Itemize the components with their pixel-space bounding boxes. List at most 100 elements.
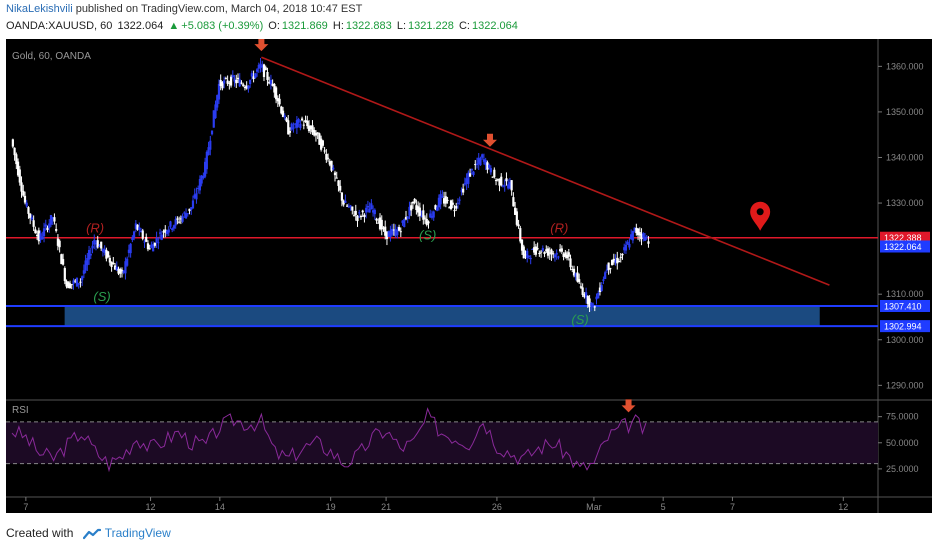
candle-body [559, 249, 562, 252]
candle-body [449, 200, 453, 210]
candle-body [363, 214, 366, 217]
candle-body [240, 82, 243, 84]
author-link[interactable]: NikaLekishvili [6, 3, 73, 15]
candle-body [562, 254, 565, 257]
candle-body [44, 224, 47, 227]
candle-body [176, 218, 179, 220]
candle-body [543, 252, 546, 254]
candle-body [23, 195, 27, 203]
candle-body [399, 231, 402, 233]
candle-body [209, 140, 212, 150]
candle-body [453, 210, 456, 212]
candle-body [647, 241, 650, 244]
candle-body [30, 217, 34, 220]
candle-body [604, 272, 607, 280]
candle-body [503, 185, 506, 187]
candle-body [250, 73, 253, 77]
candle-body [61, 259, 65, 265]
candle-body [557, 256, 560, 258]
candle-body [638, 232, 641, 236]
candle-body [333, 172, 337, 176]
candle-body [167, 229, 170, 233]
candle-body [640, 234, 643, 240]
candle-body [255, 69, 259, 72]
candle-body [403, 219, 406, 228]
resistance-label: (R) [550, 221, 568, 236]
candle-body [588, 298, 591, 307]
candle-body [139, 230, 143, 233]
price-label: 1307.410 [884, 301, 922, 311]
y-tick-label: 1360.000 [886, 61, 924, 71]
candle-body [520, 239, 524, 251]
candle-body [642, 233, 645, 238]
candle-body [514, 207, 517, 215]
candle-body [197, 187, 200, 189]
candle-body [224, 78, 227, 80]
candle-body [306, 120, 309, 127]
support-label: (S) [571, 312, 588, 327]
candle-body [191, 200, 195, 209]
candle-body [294, 123, 297, 125]
candle-body [444, 196, 447, 204]
candle-body [512, 197, 515, 207]
candle-body [280, 106, 283, 114]
candle-body [645, 236, 648, 238]
candle-body [340, 192, 344, 201]
candle-body [51, 217, 54, 219]
candle-body [216, 95, 219, 108]
candle-body [411, 201, 415, 204]
candle-body [458, 199, 461, 201]
candle-body [181, 216, 184, 222]
candle-body [538, 252, 541, 254]
candle-body [404, 216, 408, 220]
tradingview-link[interactable]: TradingView [104, 526, 171, 540]
candle-body [328, 161, 331, 165]
candle-body [437, 197, 441, 208]
candle-body [223, 80, 226, 84]
candle-body [496, 179, 499, 181]
candle-body [276, 98, 279, 102]
candle-body [55, 229, 58, 231]
candle-body [342, 200, 345, 205]
chart-area[interactable]: 1360.000 1350.000 1340.000 1330.000 1310.000… [6, 38, 932, 513]
candle-body [616, 257, 619, 264]
candle-body [527, 255, 531, 257]
candle-body [75, 277, 79, 287]
candle-body [281, 110, 285, 118]
chart-svg[interactable]: 1360.000 1350.000 1340.000 1330.000 1310.000… [6, 38, 932, 513]
candle-body [46, 227, 49, 231]
candle-body [541, 248, 544, 251]
candle-body [143, 241, 146, 243]
candle-body [569, 258, 572, 268]
candle-body [110, 261, 113, 268]
candle-body [359, 215, 363, 218]
candle-body [354, 210, 357, 216]
candle-body [463, 183, 466, 185]
symbol-bar: OANDA:XAUUSD, 60 1322.064 ▲ +5.083 (+0.39… [6, 20, 520, 32]
candle-body [131, 237, 134, 241]
candle-body [479, 158, 482, 166]
x-tick-label: 21 [381, 502, 391, 512]
candle-body [136, 224, 139, 230]
candle-body [491, 176, 494, 178]
candle-body [536, 248, 539, 250]
candle-body [278, 98, 281, 105]
candle-body [432, 211, 435, 218]
candle-body [235, 79, 238, 84]
candle-body [58, 240, 61, 248]
trendline [261, 56, 830, 286]
candle-body [313, 130, 316, 136]
up-arrow-icon: ▲ [168, 20, 180, 32]
candle-body [81, 276, 84, 281]
candle-body [472, 171, 475, 176]
candle-body [337, 180, 340, 186]
candle-body [371, 210, 375, 213]
candle-body [188, 208, 191, 212]
candle-body [134, 223, 137, 229]
candle-body [41, 236, 44, 240]
candle-body [178, 221, 181, 223]
price-label-box [880, 240, 930, 253]
candle-body [212, 110, 215, 128]
candle-body [141, 230, 144, 239]
candle-body [29, 213, 32, 219]
